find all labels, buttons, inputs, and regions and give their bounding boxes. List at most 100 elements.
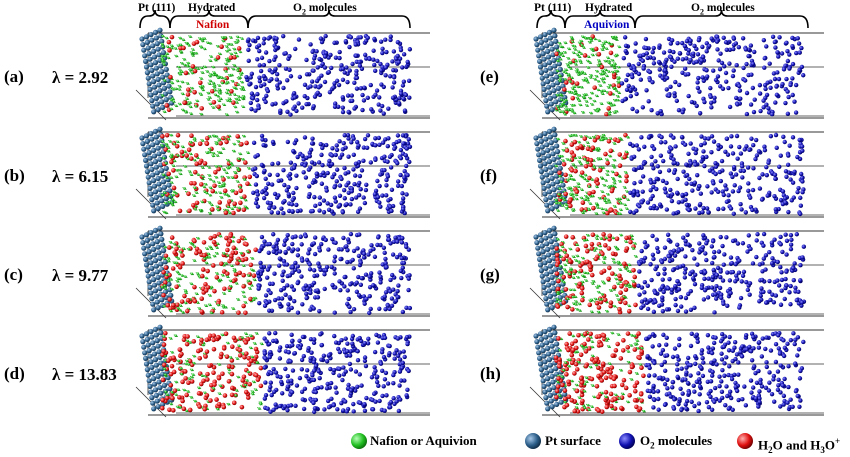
o2-molecule <box>657 60 661 64</box>
ionomer-bead <box>180 50 183 53</box>
ionomer-bead <box>179 304 182 307</box>
pt-atom <box>544 203 549 208</box>
water-molecule <box>216 335 221 340</box>
water-molecule <box>174 284 179 289</box>
o2-molecule <box>397 101 401 105</box>
water-molecule <box>238 348 243 353</box>
o2-molecule <box>267 251 271 255</box>
o2-molecule <box>295 281 299 285</box>
o2-molecule <box>363 409 367 413</box>
o2-molecule <box>355 385 359 389</box>
o2-molecule <box>399 269 403 273</box>
o2-molecule <box>786 112 790 116</box>
pt-atom <box>539 139 544 144</box>
ionomer-bead <box>597 89 600 92</box>
o2-molecule <box>693 181 697 185</box>
ionomer-bead <box>176 280 179 283</box>
ionomer-bead <box>179 37 182 40</box>
pt-atom <box>148 285 153 290</box>
pt-atom <box>148 384 153 389</box>
o2-molecule <box>790 36 794 40</box>
o2-molecule <box>624 44 628 48</box>
o2-molecule <box>700 45 704 49</box>
ionomer-bead <box>234 52 237 55</box>
ionomer-bead <box>163 368 166 371</box>
water-molecule <box>219 261 224 266</box>
ionomer-bead <box>212 66 215 69</box>
o2-molecule <box>388 289 392 293</box>
pt-atom <box>155 200 160 205</box>
ionomer-bead <box>585 195 588 198</box>
o2-molecule <box>255 197 259 201</box>
o2-molecule <box>716 143 720 147</box>
o2-molecule <box>312 274 316 278</box>
o2-molecule <box>707 44 711 48</box>
water-molecule <box>608 149 613 154</box>
pt-atom <box>145 40 150 45</box>
pt-atom <box>144 64 149 69</box>
o2-molecule <box>263 100 267 104</box>
ionomer-bead <box>556 105 559 108</box>
pt-atom <box>550 206 555 211</box>
water-molecule <box>562 87 567 92</box>
o2-molecule <box>310 373 314 377</box>
ionomer-bead <box>601 70 604 73</box>
pt-atom <box>140 339 145 344</box>
o2-molecule <box>348 68 352 72</box>
ionomer-bead <box>210 55 213 58</box>
o2-molecule <box>276 211 280 215</box>
ionomer-bead <box>188 248 191 251</box>
water-molecule <box>180 261 185 266</box>
o2-molecule <box>275 72 279 76</box>
o2-molecule <box>745 112 749 116</box>
ionomer-bead <box>219 191 222 194</box>
o2-molecule <box>648 188 652 192</box>
pt-atom <box>158 231 163 236</box>
o2-molecule <box>246 48 250 52</box>
o2-molecule <box>318 376 322 380</box>
ionomer-bead <box>595 212 598 215</box>
o2-molecule <box>308 42 312 46</box>
ionomer-bead <box>162 157 165 160</box>
o2-molecule <box>333 241 337 245</box>
o2-molecule <box>249 101 253 105</box>
ionomer-bead <box>163 110 166 113</box>
water-molecule <box>194 153 199 158</box>
pt-atom <box>149 236 154 241</box>
o2-molecule <box>366 252 370 256</box>
water-molecule <box>249 263 254 268</box>
o2-molecule <box>738 96 742 100</box>
ionomer-bead <box>209 96 212 99</box>
o2-molecule <box>262 63 266 67</box>
water-molecule <box>197 391 202 396</box>
o2-molecule <box>345 409 349 413</box>
o2-molecule <box>363 53 367 57</box>
ionomer-bead <box>195 292 198 295</box>
o2-molecule <box>313 235 317 239</box>
pt-atom <box>157 226 162 231</box>
ionomer-bead <box>244 384 247 387</box>
ionomer-bead <box>170 403 173 406</box>
o2-molecule <box>399 48 403 52</box>
pt-atom <box>145 337 150 342</box>
ionomer-bead <box>231 176 234 179</box>
ionomer-bead <box>217 304 220 307</box>
water-molecule <box>210 207 215 212</box>
o2-molecule <box>755 153 759 157</box>
ionomer-bead <box>208 174 211 177</box>
ionomer-bead <box>166 45 169 48</box>
water-molecule <box>189 156 194 161</box>
o2-molecule <box>269 371 273 375</box>
water-molecule <box>180 380 185 385</box>
o2-molecule <box>729 206 733 210</box>
o2-molecule <box>268 242 272 246</box>
ionomer-bead <box>166 393 169 396</box>
pt-atom <box>155 71 160 76</box>
pt-atom <box>161 248 166 253</box>
o2-molecule <box>266 89 270 93</box>
ionomer-bead <box>578 94 581 97</box>
ionomer-bead <box>250 347 253 350</box>
o2-molecule <box>374 333 378 337</box>
o2-molecule <box>320 163 324 167</box>
o2-molecule <box>798 50 802 54</box>
